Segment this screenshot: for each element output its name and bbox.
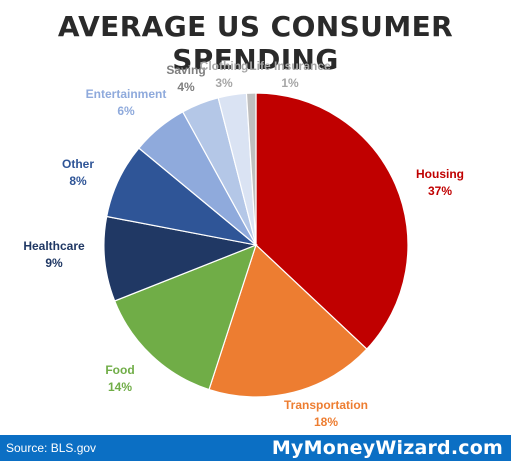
pie-slice-transportation: [208, 243, 368, 398]
slice-category-label: Entertainment: [86, 87, 167, 101]
slice-category-label: Transportation: [284, 398, 368, 412]
pie-slice-healthcare: [103, 215, 259, 302]
slice-label-clothing: Clothing 3%: [200, 59, 249, 90]
brand-logo-text: MyMoneyWizard.com: [271, 437, 503, 459]
slice-value-label: 18%: [314, 415, 338, 429]
slice-value-label: 9%: [45, 256, 63, 270]
pie-slice-life-insurance: [245, 92, 257, 246]
pie-slice-food: [113, 243, 257, 391]
slice-value-label: 4%: [177, 80, 195, 94]
slice-category-label: Life Insurance: [249, 59, 331, 73]
slice-label-saving: Saving 4%: [166, 63, 205, 94]
slice-category-label: Food: [105, 363, 134, 377]
footer-bar: Source: BLS.gov MyMoneyWizard.com: [0, 435, 511, 461]
slice-label-transportation: Transportation 18%: [284, 398, 368, 429]
slice-category-label: Healthcare: [23, 239, 85, 253]
slice-label-healthcare: Healthcare 9%: [23, 239, 85, 270]
pie-slices: [103, 92, 409, 398]
slice-value-label: 1%: [281, 76, 299, 90]
slice-value-label: 3%: [215, 76, 233, 90]
slice-category-label: Housing: [416, 167, 464, 181]
slice-label-life-insurance: Life Insurance 1%: [249, 59, 331, 90]
slice-category-label: Clothing: [200, 59, 249, 73]
chart-title: AVERAGE US CONSUMER SPENDING: [57, 10, 454, 76]
slice-value-label: 6%: [117, 104, 135, 118]
slice-category-label: Saving: [166, 63, 205, 77]
slice-label-entertainment: Entertainment 6%: [86, 87, 167, 118]
slice-label-housing: Housing 37%: [416, 167, 464, 198]
pie-slice-housing: [255, 92, 409, 350]
slice-label-food: Food 14%: [105, 363, 134, 394]
slice-value-label: 37%: [428, 184, 452, 198]
slice-label-other: Other 8%: [62, 157, 94, 188]
slice-category-label: Other: [62, 157, 94, 171]
slice-value-label: 14%: [108, 380, 132, 394]
source-note: Source: BLS.gov: [6, 441, 97, 455]
pie-labels: Housing 37% Transportation 18% Food 14% Health…: [23, 59, 464, 429]
slice-value-label: 8%: [69, 174, 87, 188]
